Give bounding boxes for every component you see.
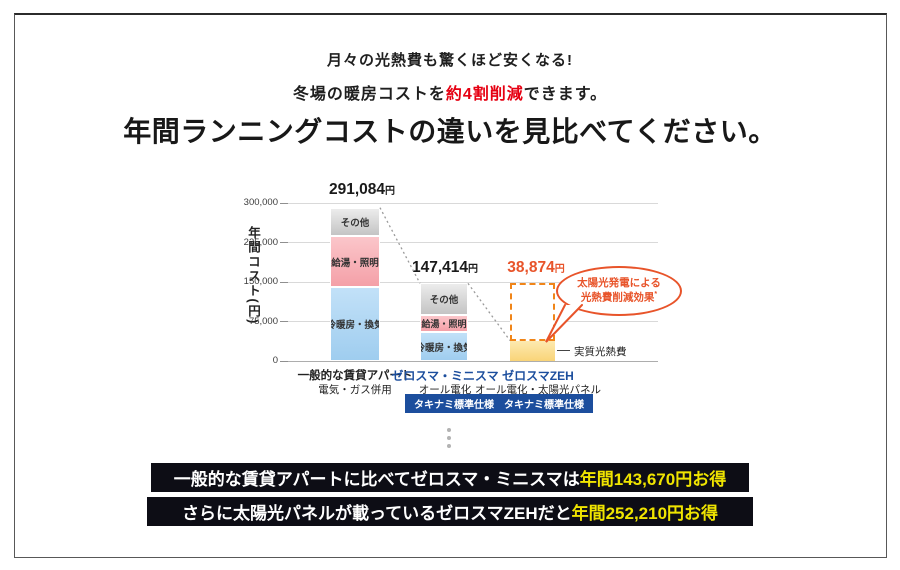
dot (447, 444, 451, 448)
subtitle-line-2: 冬場の暖房コストを約4割削減できます。 (0, 80, 900, 104)
actual-cost-label: 実質光熱費 (574, 346, 627, 358)
banner1-text: 一般的な賃貸アパートに比べてゼロスマ・ミニスマは (173, 470, 580, 489)
actual-cost-leader-line (557, 350, 570, 351)
bar-segment-label: その他 (340, 217, 370, 229)
solar-annotation-text: 光熱費削減効果 (580, 291, 655, 304)
bar3-category-line1: ゼロスマZEH (502, 369, 574, 383)
bar2-category-line1: ゼロスマ・ミニスマ (391, 369, 499, 383)
ellipsis-dots (447, 428, 451, 452)
bar-segment-label: 給湯・照明 (331, 257, 379, 269)
y-axis-tick-label: 0 (272, 355, 278, 366)
bar2-category-line2: オール電化 (418, 384, 472, 397)
bar1-total-unit: 円 (385, 186, 396, 197)
bar-segment-label: 給湯・照明 (421, 319, 467, 330)
bar-segment: 冷暖房・換気 (330, 287, 380, 361)
bar2-total-value: 147,414 (411, 259, 469, 276)
subtitle-line-2-prefix: 冬場の暖房コストを (292, 86, 446, 103)
bar-segment-label: 冷暖房・換気 (421, 342, 467, 354)
dot (447, 428, 451, 432)
y-axis-tick-label: 150,000 (243, 276, 278, 287)
bar-segment: 給湯・照明 (330, 236, 380, 288)
bar3-total-unit: 円 (554, 264, 565, 275)
bar-segment: その他 (420, 283, 468, 316)
bar1-total-value: 291,084 (328, 181, 386, 198)
bar1-category-label: 一般的な賃貸アパート 電気・ガス併用 (298, 370, 413, 396)
y-axis-tick (280, 281, 288, 283)
bar-segment: その他 (330, 207, 380, 237)
banner1-savings-amount: 年間143,670円お得 (579, 470, 727, 489)
y-axis-label: 年間コスト(円) (246, 226, 260, 326)
bar2-total-label: 147,414円 (412, 259, 478, 277)
solar-reduction-box (510, 283, 555, 341)
y-axis-tick-label: 225,000 (243, 236, 278, 248)
banner2-savings-amount: 年間252,210円お得 (571, 504, 719, 523)
bar-segment-label: 冷暖房・換気 (331, 320, 379, 332)
spec-badge-zeh: タキナミ標準仕様 (495, 394, 593, 413)
y-axis-tick-label: 75,000 (248, 315, 278, 327)
spec-badge-minisma: タキナミ標準仕様 (405, 394, 503, 413)
gridline (288, 360, 658, 362)
y-axis-tick (280, 242, 288, 243)
solar-annotation-line1: 太陽光発電による (577, 276, 661, 289)
dot (447, 436, 451, 440)
bar-segment-label: その他 (429, 295, 459, 307)
gridline (288, 242, 658, 243)
bar2-total-unit: 円 (468, 264, 479, 275)
gridline (288, 281, 658, 283)
solar-annotation-line2: 光熱費削減効果* (581, 290, 657, 305)
bar3-category-line2: オール電化・太陽光パネル (475, 384, 601, 397)
banner2-text: さらに太陽光パネルが載っているゼロスマZEHだと (181, 504, 572, 523)
y-axis-tick (280, 202, 288, 204)
savings-banner-2: さらに太陽光パネルが載っているゼロスマZEHだと 年間252,210円お得 (147, 497, 753, 526)
bar-segment: 給湯・照明 (420, 315, 468, 333)
gridline (288, 202, 658, 204)
subtitle-highlight: 約4割削減 (445, 86, 524, 103)
y-axis-tick-label: 300,000 (243, 197, 278, 208)
footnote-mark: * (654, 291, 658, 299)
page-border-frame (14, 13, 887, 558)
bar2-category-label: ゼロスマ・ミニスマ オール電化 (391, 369, 499, 397)
bar3-category-label: ゼロスマZEH オール電化・太陽光パネル (475, 369, 601, 397)
solar-annotation-bubble: 太陽光発電による 光熱費削減効果* (556, 266, 682, 316)
y-axis-tick (280, 360, 288, 362)
savings-banner-1: 一般的な賃貸アパートに比べてゼロスマ・ミニスマは 年間143,670円お得 (151, 463, 749, 492)
subtitle-line-1: 月々の光熱費も驚くほど安くなる! (327, 52, 573, 69)
bar1-category-line2: 電気・ガス併用 (318, 384, 392, 397)
bar1-total-label: 291,084円 (329, 181, 395, 199)
bar3-total-label: 38,874円 (507, 259, 564, 277)
subtitle-line-2-suffix: できます。 (523, 86, 608, 103)
y-axis-tick (280, 321, 288, 322)
actual-cost-bar (510, 340, 555, 361)
bar-segment: 冷暖房・換気 (420, 332, 468, 361)
bar1-category-line1: 一般的な賃貸アパート (297, 370, 413, 382)
bar3-total-value: 38,874 (507, 259, 555, 276)
bubble-tail-pointer (545, 304, 583, 343)
page-title: 年間ランニングコストの違いを見比べてください。 (123, 116, 777, 147)
